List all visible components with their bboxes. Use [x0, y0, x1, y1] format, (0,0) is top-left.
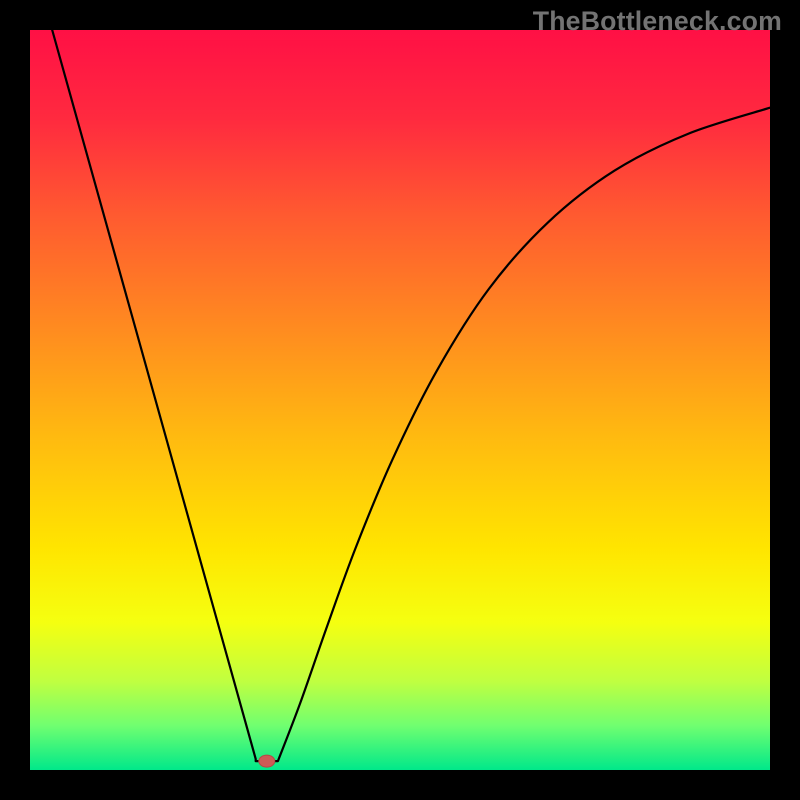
optimal-marker: [259, 755, 275, 767]
watermark-text: TheBottleneck.com: [533, 6, 782, 37]
plot-background: [30, 30, 770, 770]
chart-frame: TheBottleneck.com: [0, 0, 800, 800]
chart-svg: [0, 0, 800, 800]
